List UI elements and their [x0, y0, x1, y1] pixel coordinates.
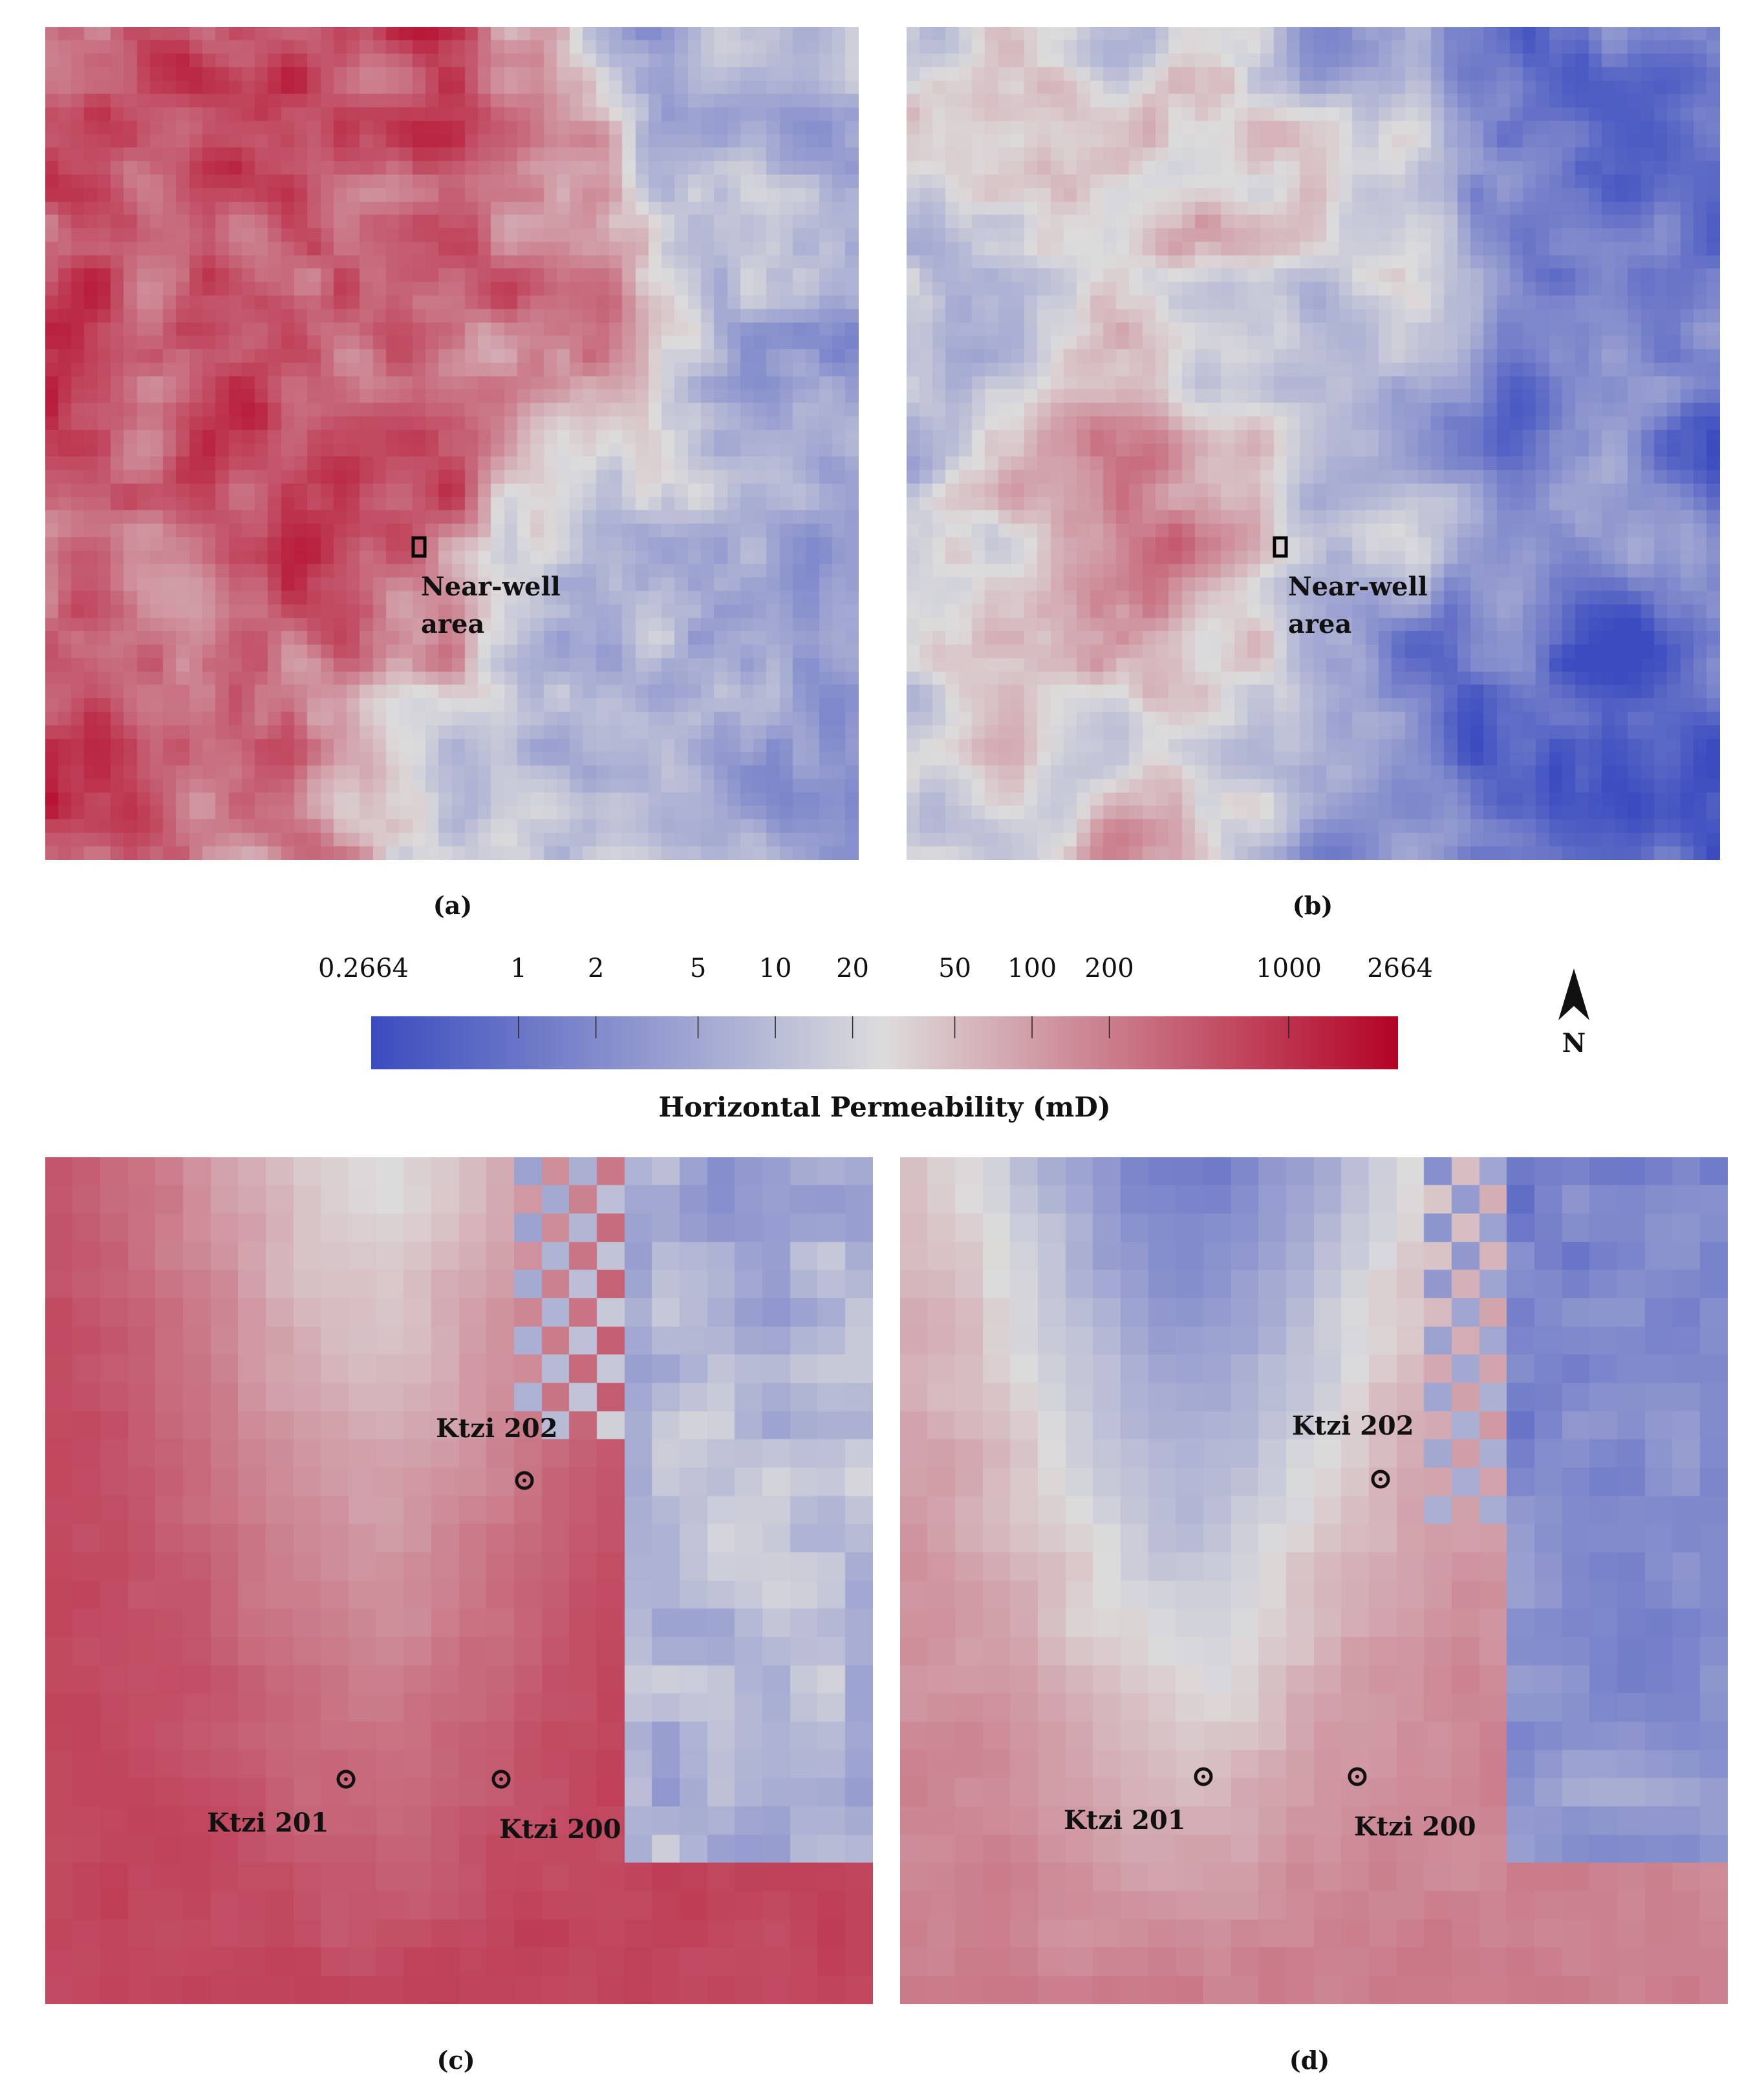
permeability-map-b: Near-well area: [907, 27, 1720, 860]
well-label-ktzi-200-d: Ktzi 200: [1354, 1812, 1476, 1842]
north-arrow: N: [1556, 966, 1592, 1058]
well-label-ktzi-201-d: Ktzi 201: [1064, 1805, 1186, 1835]
colorbar: 0.2664 1 2 5 10 20 50 100 200 1000 2664 Horizontal…: [0, 944, 1764, 1138]
colorbar-tick-label: 10: [758, 954, 792, 983]
colorbar-title: Horizontal Permeability (mD): [658, 1091, 1111, 1123]
well-marker-ktzi-202-d: [1371, 1470, 1390, 1489]
caption-c: (c): [436, 2046, 475, 2075]
permeability-raster-b: [907, 27, 1720, 860]
well-marker-ktzi-200-c: [491, 1770, 511, 1789]
permeability-raster-d: [900, 1157, 1728, 2004]
permeability-raster-c: [45, 1157, 873, 2004]
colorbar-tick-label: 1: [510, 954, 527, 983]
colorbar-tick-label: 1000: [1256, 954, 1322, 983]
well-markers-d: [1194, 1470, 1390, 1786]
caption-b: (b): [1292, 891, 1333, 920]
colorbar-tick-label: 200: [1084, 954, 1134, 983]
colorbar-tick-label: 100: [1007, 954, 1057, 983]
colorbar-tick-label: 2: [587, 954, 605, 983]
near-well-label-a: Near-well area: [421, 572, 561, 639]
well-markers-c: [336, 1471, 534, 1789]
well-label-ktzi-202-d: Ktzi 202: [1292, 1411, 1414, 1441]
permeability-map-a: Near-well area: [45, 27, 859, 860]
colorbar-tick-label: 2664: [1367, 954, 1433, 983]
permeability-raster-a: [45, 27, 859, 860]
well-marker-ktzi-201-d: [1194, 1767, 1213, 1786]
well-marker-ktzi-202-c: [515, 1471, 534, 1490]
well-marker-ktzi-200-d: [1348, 1767, 1367, 1786]
colorbar-tick-label: 20: [836, 954, 870, 983]
near-well-marker-b: [1273, 536, 1288, 558]
well-label-ktzi-201-c: Ktzi 201: [207, 1808, 329, 1838]
colorbar-tick-label: 5: [689, 954, 707, 983]
colorbar-gradient: [371, 1016, 1398, 1069]
permeability-map-d: Ktzi 202 Ktzi 201 Ktzi 200: [900, 1157, 1728, 2004]
near-well-marker-a: [411, 536, 427, 558]
caption-a: (a): [433, 891, 473, 920]
well-label-ktzi-200-c: Ktzi 200: [499, 1814, 621, 1844]
well-label-ktzi-202-c: Ktzi 202: [436, 1413, 558, 1444]
colorbar-tick-label: 50: [938, 954, 971, 983]
north-label: N: [1562, 1028, 1586, 1058]
caption-d: (d): [1289, 2046, 1330, 2075]
well-marker-ktzi-201-c: [336, 1770, 356, 1789]
colorbar-tick-label: 0.2664: [318, 954, 409, 983]
permeability-map-c: Ktzi 202 Ktzi 201 Ktzi 200: [45, 1157, 873, 2004]
north-arrow-icon: [1558, 968, 1589, 1020]
near-well-label-b: Near-well area: [1288, 572, 1428, 639]
